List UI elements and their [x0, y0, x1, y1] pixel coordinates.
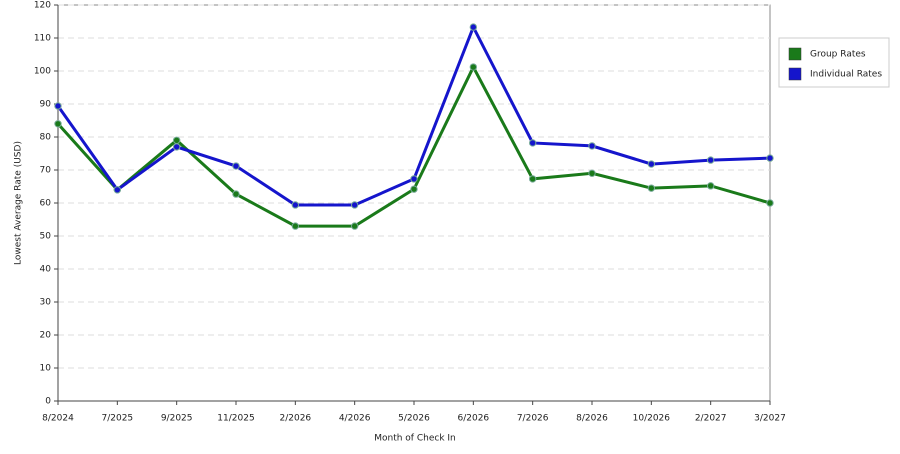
y-tick-label: 90: [40, 100, 52, 110]
data-point: [766, 199, 774, 207]
y-tick-label: 80: [40, 133, 52, 143]
x-tick-label: 8/2026: [576, 414, 608, 424]
x-tick-label: 7/2026: [517, 414, 549, 424]
data-point: [291, 222, 300, 230]
y-tick-label: 70: [40, 166, 52, 176]
data-point: [232, 190, 240, 198]
data-point: [350, 201, 359, 209]
data-point: [647, 160, 656, 168]
data-point: [172, 143, 181, 151]
data-point: [410, 175, 418, 183]
y-tick-label: 30: [40, 298, 52, 308]
data-point: [232, 162, 240, 170]
data-point: [588, 169, 596, 178]
data-point: [172, 136, 181, 145]
x-tick-label: 10/2026: [633, 414, 671, 424]
data-point: [706, 156, 715, 164]
data-point: [410, 185, 418, 193]
y-axis-label: Lowest Average Rate (USD): [14, 141, 24, 265]
x-tick-label: 6/2026: [457, 414, 489, 424]
data-point: [528, 139, 537, 147]
data-point: [350, 222, 359, 230]
data-point: [291, 201, 300, 209]
y-tick-label: 40: [40, 265, 52, 275]
legend-label: Individual Rates: [810, 70, 882, 80]
x-tick-label: 5/2026: [398, 414, 430, 424]
legend-label: Group Rates: [810, 50, 866, 60]
x-tick-label: 3/2027: [754, 414, 786, 424]
data-point: [113, 186, 122, 194]
y-tick-label: 10: [40, 364, 52, 374]
y-tick-label: 110: [34, 34, 51, 44]
x-tick-label: 4/2026: [339, 414, 371, 424]
data-point: [469, 23, 478, 31]
y-tick-label: 60: [40, 199, 52, 209]
x-tick-label: 2/2026: [279, 414, 311, 424]
x-tick-label: 8/2024: [42, 414, 74, 424]
y-tick-label: 120: [34, 1, 51, 11]
data-point: [588, 142, 596, 150]
x-tick-label: 11/2025: [217, 414, 254, 424]
x-axis-label: Month of Check In: [374, 434, 456, 444]
legend-swatch: [788, 67, 802, 81]
data-point: [54, 102, 62, 110]
y-tick-label: 20: [40, 331, 52, 341]
data-point: [647, 184, 656, 192]
y-tick-label: 100: [34, 67, 51, 77]
data-point: [528, 175, 537, 183]
data-point: [706, 182, 715, 190]
x-tick-label: 7/2025: [101, 414, 133, 424]
y-tick-label: 50: [40, 232, 52, 242]
data-point: [54, 120, 62, 128]
x-tick-label: 2/2027: [695, 414, 727, 424]
data-point: [469, 63, 478, 71]
data-point: [766, 154, 774, 162]
x-tick-label: 9/2025: [161, 414, 193, 424]
legend-swatch: [788, 47, 802, 61]
y-tick-label: 0: [45, 397, 51, 407]
